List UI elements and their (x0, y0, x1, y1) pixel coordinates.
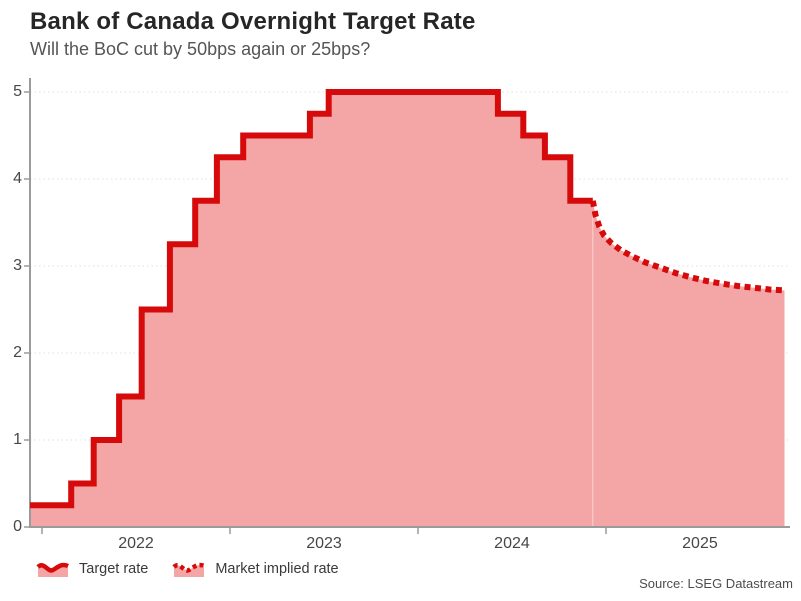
x-tick-label: 2025 (682, 535, 718, 552)
x-tick-label: 2022 (118, 535, 154, 552)
legend-label-market-implied-rate: Market implied rate (215, 561, 339, 577)
y-tick-label: 2 (13, 344, 22, 361)
legend-item-market-implied-rate: Market implied rate (172, 559, 339, 579)
market-implied-rate-dotted-icon (172, 562, 206, 577)
x-tick-label: 2024 (494, 535, 530, 552)
y-tick-label: 0 (13, 518, 22, 535)
page-title: Bank of Canada Overnight Target Rate (30, 8, 476, 35)
market-implied-rate-line (589, 200, 785, 294)
legend-item-target-rate: Target rate (36, 559, 148, 579)
legend-label-target-rate: Target rate (79, 561, 149, 577)
y-tick-label: 5 (13, 83, 22, 100)
y-tick-label: 1 (13, 431, 22, 448)
target-rate-line (30, 89, 593, 509)
legend: Target rate Market implied rate (36, 559, 339, 579)
source-text: Source: LSEG Datastream (639, 576, 793, 591)
target-rate-line-icon (36, 562, 70, 577)
y-tick-label: 3 (13, 257, 22, 274)
y-tick-label: 4 (13, 170, 22, 187)
x-tick-label: 2023 (306, 535, 342, 552)
chart-subtitle: Will the BoC cut by 50bps again or 25bps… (30, 39, 371, 59)
